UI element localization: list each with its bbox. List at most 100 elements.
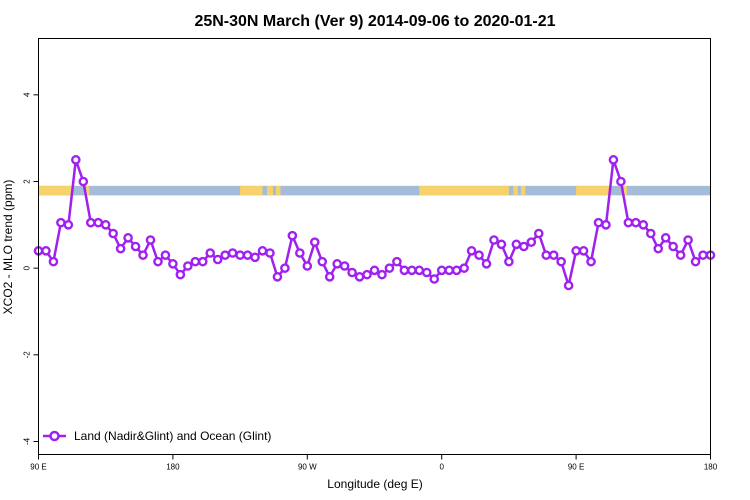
data-point [548,250,559,260]
data-point [153,256,163,267]
data-point [108,228,118,239]
data-point [145,235,156,245]
data-point [212,254,223,265]
data-point [571,246,581,256]
data-point [586,256,596,267]
x-tick-label: 90 W [298,463,317,472]
data-point [504,256,514,267]
data-point [115,243,126,254]
y-tick-label: -2 [23,351,32,359]
data-point [399,265,410,276]
data-point [354,272,365,282]
data-point [451,265,462,276]
x-tick-label: 90 E [568,463,584,472]
data-point [377,269,387,280]
data-point [160,250,171,260]
data-point [250,252,260,263]
map-strip-ocean [38,185,711,196]
legend: Land (Nadir&Glint) and Ocean (Glint) [43,429,271,443]
data-point [41,246,51,256]
map-strip-land [86,185,90,196]
y-tick-label: -4 [23,437,32,445]
data-point [71,155,81,165]
y-tick-label: 2 [23,179,32,184]
y-tick-label: 4 [23,92,32,97]
data-point [347,267,357,278]
data-point [496,239,507,250]
data-point [205,248,216,258]
data-point [100,220,111,230]
map-strip-land [623,185,627,196]
data-point [459,263,469,273]
data-point [660,233,671,243]
x-tick-label: 180 [166,463,180,472]
data-point [220,250,230,260]
data-point [631,217,641,228]
x-tick-label: 0 [439,463,444,472]
x-axis: 90 E 180 90 W 0 90 E 180 [30,454,718,472]
data-point [242,250,253,260]
y-axis: -4 -2 0 2 4 [23,92,39,445]
data-point [616,176,626,187]
data-point [384,263,395,273]
data-point [93,217,104,228]
data-point [48,256,59,267]
data-point [130,241,141,252]
map-strip-land [520,185,526,196]
data-point [556,256,566,267]
data-point [601,220,611,230]
data-point [623,217,634,228]
data-point [541,250,552,260]
data-point [683,235,693,245]
x-tick-label: 180 [704,463,718,472]
legend-marker-swatch [49,430,60,442]
map-strip-land [38,185,73,196]
data-point [280,263,290,273]
data-point [519,241,529,252]
data-point [339,261,350,271]
data-point [578,246,589,256]
data-point [295,248,305,258]
data-point [197,256,208,267]
data-point [526,237,537,247]
data-point [287,230,298,241]
data-point [511,239,522,250]
data-point [414,265,425,276]
data-point [324,272,335,282]
x-axis-label: Longitude (deg E) [327,477,422,491]
data-point [265,248,275,258]
plot-area [33,155,716,291]
y-tick-label: 0 [23,265,32,270]
data-point [675,250,686,260]
map-strip-land [266,185,273,196]
data-point [138,250,148,260]
data-point [421,267,432,278]
data-point [272,272,283,282]
data-point [56,217,66,228]
data-point [407,265,417,276]
data-point [257,246,268,256]
data-point [466,246,477,256]
data-point [429,274,440,284]
data-point [362,269,372,280]
data-point [690,256,701,267]
data-point [638,220,649,230]
data-point [489,235,499,245]
data-point [392,256,402,267]
y-axis-label: XCO2 - MLO trend (ppm) [1,180,15,315]
data-point [85,217,96,228]
data-point [317,256,328,267]
data-point [474,250,484,260]
map-strip-land [240,185,263,196]
data-point [190,256,201,267]
data-point [444,265,454,276]
data-point [481,259,492,269]
map-strip-land [419,185,509,196]
legend-label: Land (Nadir&Glint) and Ocean (Glint) [74,429,271,443]
data-point [698,250,708,260]
data-point [608,155,619,165]
data-point [332,259,342,269]
data-point [563,280,574,291]
data-point [63,220,74,230]
